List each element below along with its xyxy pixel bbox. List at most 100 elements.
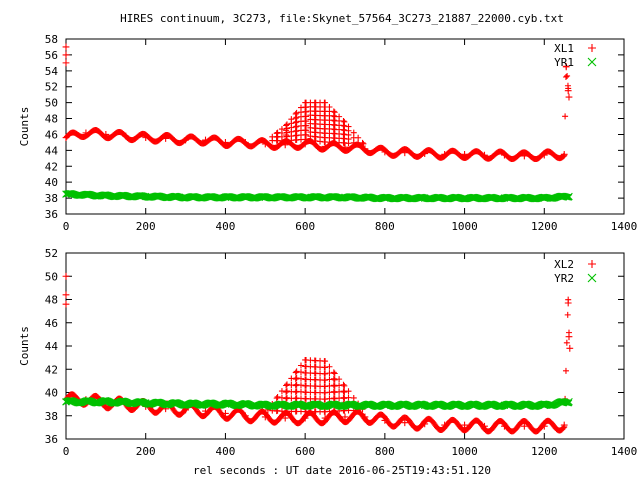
legend-marker xyxy=(587,57,597,67)
data-point xyxy=(330,108,337,115)
data-point xyxy=(62,51,70,59)
legend-label: YR1 xyxy=(554,56,574,69)
data-point xyxy=(181,193,190,202)
data-point xyxy=(565,399,573,407)
data-point xyxy=(565,333,573,341)
data-point xyxy=(355,134,362,141)
data-point xyxy=(562,74,569,81)
x-tick-label: 600 xyxy=(295,445,315,458)
data-point xyxy=(564,311,571,318)
data-point xyxy=(401,149,409,157)
data-point xyxy=(202,136,209,144)
data-point xyxy=(283,395,290,402)
data-point xyxy=(281,414,289,422)
data-point xyxy=(540,401,549,410)
data-point xyxy=(340,388,347,395)
y-tick-label: 58 xyxy=(45,33,58,46)
x-tick-label: 0 xyxy=(63,220,70,233)
data-point xyxy=(241,139,249,146)
data-point xyxy=(461,421,468,429)
data-point xyxy=(278,388,285,395)
data-point xyxy=(292,389,299,396)
data-point xyxy=(278,126,285,133)
data-point xyxy=(293,109,300,116)
data-point xyxy=(340,381,347,388)
data-point xyxy=(326,104,333,111)
y-tick-label: 40 xyxy=(45,387,58,400)
data-point xyxy=(330,369,337,376)
data-point xyxy=(341,389,348,396)
data-point xyxy=(563,339,570,346)
data-point xyxy=(322,364,329,371)
series-XL2 xyxy=(62,272,574,435)
x-tick-label: 600 xyxy=(295,220,315,233)
data-point xyxy=(221,400,230,408)
data-point xyxy=(181,400,190,408)
data-point xyxy=(560,421,568,429)
series-YR2 xyxy=(62,397,573,411)
data-point xyxy=(565,93,573,101)
data-point xyxy=(566,344,574,352)
data-point xyxy=(562,367,569,374)
data-point xyxy=(501,151,508,159)
data-point xyxy=(330,382,337,389)
data-point xyxy=(565,192,573,201)
data-point xyxy=(481,151,488,159)
data-point xyxy=(326,363,333,370)
data-point xyxy=(361,413,369,421)
y-tick-label: 52 xyxy=(45,247,58,260)
data-point xyxy=(122,132,130,140)
data-point xyxy=(421,420,429,428)
legend-label: XL1 xyxy=(554,42,574,55)
data-point xyxy=(341,401,349,410)
data-point xyxy=(292,382,299,389)
data-point xyxy=(350,394,357,401)
data-point xyxy=(322,99,329,106)
data-point xyxy=(564,72,571,79)
data-point xyxy=(381,401,389,410)
y-tick-label: 36 xyxy=(45,433,58,446)
data-point xyxy=(345,394,352,401)
data-point xyxy=(331,109,338,116)
data-point xyxy=(340,394,347,401)
data-point xyxy=(330,375,337,382)
data-point xyxy=(102,191,110,200)
data-point xyxy=(283,122,290,129)
data-point xyxy=(274,393,281,400)
data-point xyxy=(345,388,352,395)
y-tick-label: 46 xyxy=(45,128,58,141)
data-point xyxy=(331,376,338,383)
x-tick-label: 1200 xyxy=(531,445,558,458)
data-point xyxy=(420,401,429,410)
data-point xyxy=(560,424,567,431)
data-point xyxy=(62,190,70,198)
data-point xyxy=(381,148,389,156)
y-tick-label: 36 xyxy=(45,208,58,221)
data-point xyxy=(341,193,349,202)
y-tick-label: 38 xyxy=(45,192,58,205)
x-tick-label: 1000 xyxy=(451,445,478,458)
data-point xyxy=(500,401,509,410)
x-tick-label: 200 xyxy=(136,220,156,233)
data-point xyxy=(222,139,229,146)
data-point xyxy=(321,414,329,422)
data-point xyxy=(564,87,572,95)
legend-marker xyxy=(588,260,596,268)
data-point xyxy=(322,377,329,384)
data-point xyxy=(331,383,338,390)
data-point xyxy=(520,152,528,160)
data-point xyxy=(345,123,352,130)
data-point xyxy=(381,194,389,202)
data-point xyxy=(297,362,304,369)
data-point xyxy=(336,382,343,389)
x-tick-label: 1200 xyxy=(531,220,558,233)
data-point xyxy=(330,388,337,395)
data-point xyxy=(292,110,299,117)
data-point xyxy=(283,121,290,128)
y-tick-label: 40 xyxy=(45,176,58,189)
data-point xyxy=(62,398,70,406)
data-point xyxy=(261,140,269,148)
data-point xyxy=(297,382,304,389)
y-tick-label: 50 xyxy=(45,270,58,283)
